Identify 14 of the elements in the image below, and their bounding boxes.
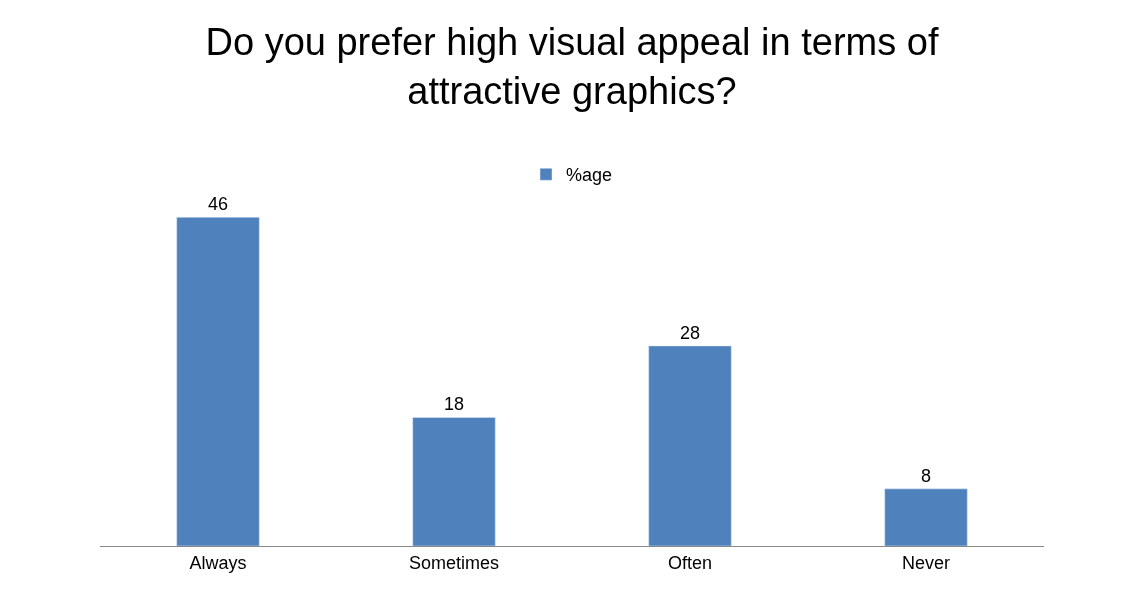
x-tick-label: Never bbox=[901, 552, 951, 573]
data-label: 46 bbox=[207, 194, 229, 215]
bar bbox=[412, 417, 496, 546]
data-label: 28 bbox=[679, 322, 701, 343]
data-label: 18 bbox=[443, 394, 465, 415]
x-tick-label: Often bbox=[667, 552, 713, 573]
x-tick-label: Always bbox=[189, 552, 247, 573]
bar bbox=[884, 488, 968, 546]
legend-label: %age bbox=[566, 165, 613, 186]
bar bbox=[648, 345, 732, 546]
chart-title: Do you prefer high visual appeal in terms of attractive graphics? bbox=[205, 20, 939, 112]
x-tick-label: Sometimes bbox=[408, 552, 500, 573]
data-label: 8 bbox=[920, 465, 932, 486]
bar bbox=[176, 217, 260, 546]
